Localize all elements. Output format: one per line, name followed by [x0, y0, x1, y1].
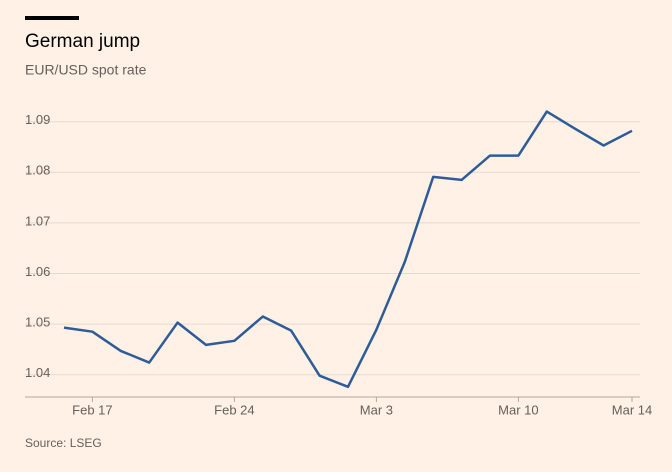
chart-subtitle: EUR/USD spot rate	[25, 62, 147, 78]
x-tick-label: Feb 24	[214, 402, 254, 417]
y-tick-label: 1.07	[25, 213, 50, 228]
x-tick-label: Feb 17	[72, 402, 112, 417]
title-bar	[25, 16, 79, 20]
y-tick-label: 1.06	[25, 264, 50, 279]
y-tick-label: 1.08	[25, 163, 50, 178]
x-tick-label: Mar 3	[360, 402, 393, 417]
y-tick-label: 1.09	[25, 112, 50, 127]
line-series	[63, 110, 633, 389]
x-tick-label: Mar 10	[498, 402, 538, 417]
chart-title: German jump	[25, 31, 140, 52]
source: Source: LSEG	[25, 436, 102, 450]
y-tick-label: 1.04	[25, 365, 50, 380]
y-tick-label: 1.05	[25, 315, 50, 330]
x-tick-label: Mar 14	[612, 402, 652, 417]
